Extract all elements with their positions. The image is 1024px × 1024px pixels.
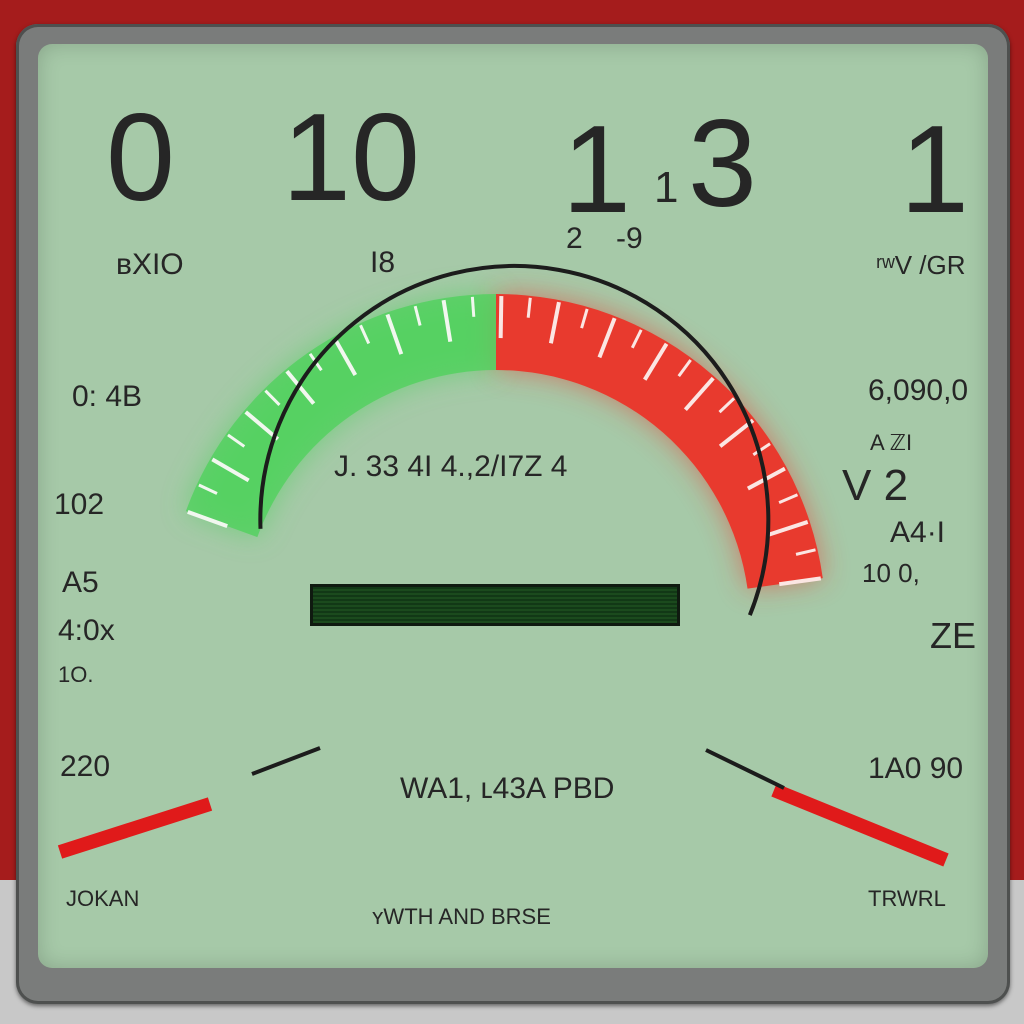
right-readout-7: 1A0 90 bbox=[868, 752, 964, 785]
gauge-tick bbox=[548, 301, 561, 344]
left-readout-1: 0: 4B bbox=[72, 380, 143, 413]
gauge-tick bbox=[752, 442, 771, 457]
left-readout-3: A5 bbox=[62, 566, 99, 599]
pointer-right-dark bbox=[705, 748, 785, 790]
label-minor-a: 2 bbox=[566, 222, 583, 255]
gauge-tick bbox=[778, 576, 822, 587]
gauge-tick bbox=[718, 397, 736, 414]
gauge-tick bbox=[778, 493, 799, 505]
right-readout-4: A4·I bbox=[890, 516, 946, 549]
right-readout-1: 6,090,0 bbox=[868, 374, 969, 407]
display-screen: 0 10 1 1 3 1 ʙXIO I8 2 -9 ʳʷV /GR 0: 4B … bbox=[38, 44, 988, 968]
needle-right bbox=[771, 783, 949, 867]
gauge-tick bbox=[211, 457, 250, 483]
footer-center-label: ʏWTH AND BRSE bbox=[372, 904, 551, 929]
gauge-tick bbox=[227, 433, 246, 448]
top-digit-1: 10 bbox=[282, 89, 420, 227]
label-minor-b: -9 bbox=[616, 222, 643, 255]
right-readout-3: V 2 bbox=[842, 461, 909, 510]
gauge-tick bbox=[767, 520, 809, 537]
gauge-tick bbox=[413, 305, 422, 326]
top-digit-0: 0 bbox=[106, 89, 175, 227]
gauge-tick bbox=[677, 359, 692, 377]
label-top-center: I8 bbox=[370, 246, 396, 279]
footer-right-label: TRWRL bbox=[868, 886, 946, 911]
gauge-tick bbox=[285, 369, 316, 405]
right-readout-6: ZE bbox=[930, 615, 977, 656]
gauge-lower-readout: WA1, ʟ43A PBD bbox=[400, 772, 615, 805]
gauge-tick bbox=[630, 329, 643, 349]
gauge-tick bbox=[359, 324, 371, 345]
left-readout-4: 4:0x bbox=[58, 614, 115, 647]
gauge-tick bbox=[498, 296, 504, 339]
footer-left-label: JOKAN bbox=[66, 886, 140, 911]
gauge-tick bbox=[385, 313, 404, 355]
gauge-tick bbox=[643, 342, 669, 381]
gauge-inner-arc bbox=[258, 263, 771, 616]
gauge-tick bbox=[683, 376, 715, 412]
top-digit-3: 3 bbox=[688, 95, 757, 233]
gauge-center-readout: J. 33 4I 4.,2/I7Z 4 bbox=[334, 450, 568, 483]
left-readout-5: 1O. bbox=[58, 662, 94, 687]
gauge-tick bbox=[187, 509, 228, 529]
gauge-tick bbox=[795, 548, 816, 556]
level-bar bbox=[310, 584, 680, 626]
gauge-red-zone bbox=[496, 294, 823, 589]
gauge-tick bbox=[718, 418, 755, 448]
right-readout-5: 10 0, bbox=[862, 558, 920, 588]
gauge-tick bbox=[526, 297, 532, 318]
gauge-tick bbox=[580, 308, 589, 329]
gauge-tick bbox=[244, 410, 280, 441]
top-digit-4: 1 bbox=[900, 101, 969, 239]
top-digit-small: 1 bbox=[654, 163, 679, 212]
label-top-right: ʳʷV /GR bbox=[876, 250, 966, 280]
gauge-tick bbox=[470, 296, 476, 317]
left-readout-2: 102 bbox=[54, 488, 105, 521]
top-digit-2: 1 bbox=[562, 101, 631, 239]
gauge-ticks bbox=[187, 296, 822, 587]
right-readout-2: A ℤI bbox=[870, 430, 913, 455]
gauge-tick bbox=[332, 337, 358, 376]
label-top-left: ʙXIO bbox=[116, 248, 184, 281]
needle-left bbox=[57, 797, 213, 859]
gauge-tick bbox=[198, 483, 218, 495]
gauge-tick bbox=[441, 299, 453, 342]
gauge-dial bbox=[57, 263, 949, 867]
left-readout-6: 220 bbox=[60, 750, 111, 783]
pointer-left-dark bbox=[251, 746, 321, 776]
gauge-tick bbox=[264, 389, 281, 407]
gauge-tick bbox=[597, 317, 617, 359]
